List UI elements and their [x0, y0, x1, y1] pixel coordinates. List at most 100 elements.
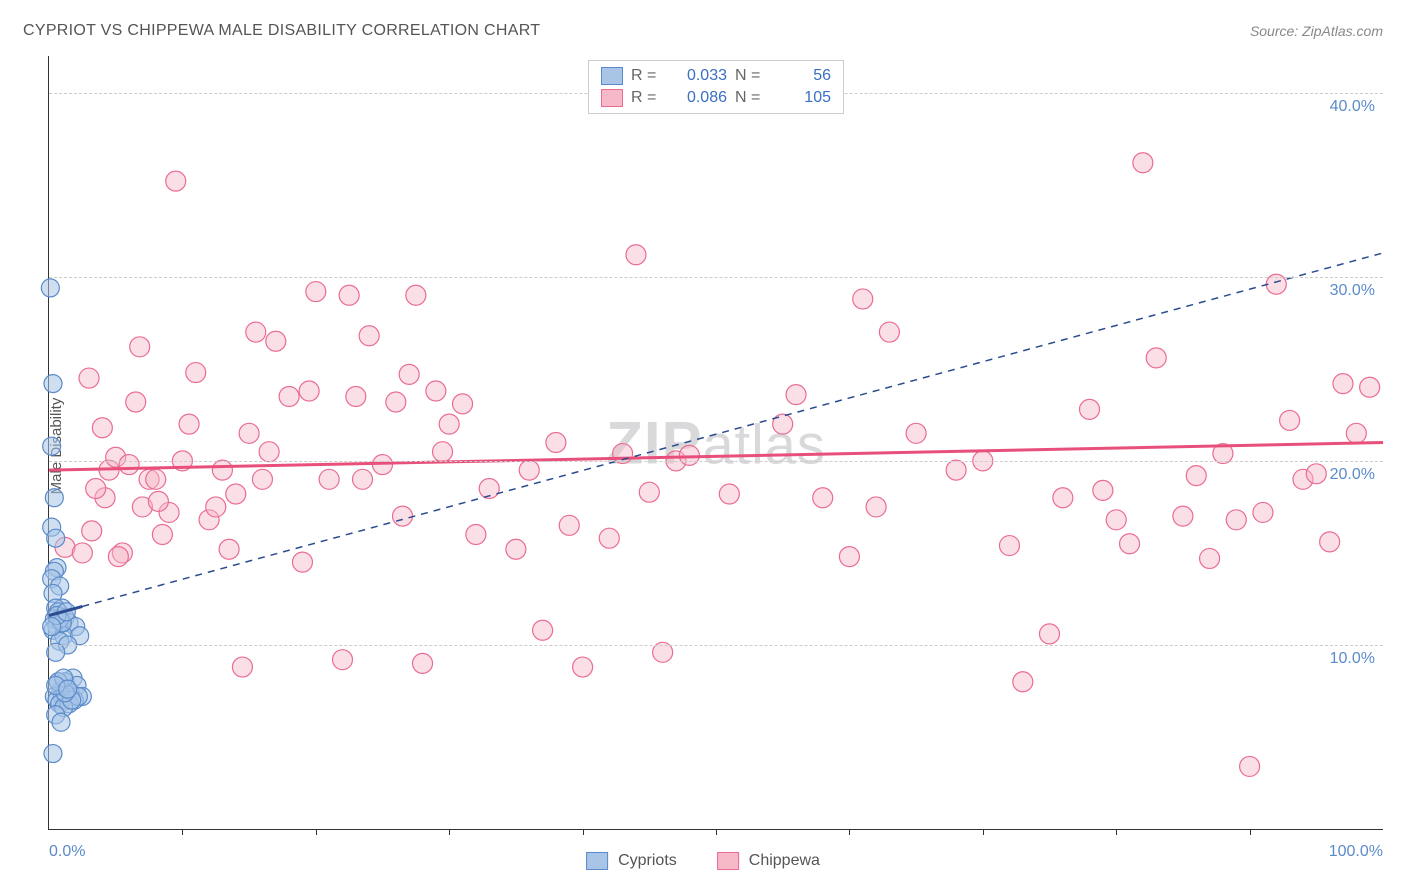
data-point	[1360, 377, 1380, 397]
data-point	[853, 289, 873, 309]
data-point	[44, 375, 62, 393]
y-tick-label: 30.0%	[1330, 282, 1375, 300]
data-point	[439, 414, 459, 434]
data-point	[533, 620, 553, 640]
data-point	[719, 484, 739, 504]
data-point	[130, 337, 150, 357]
data-point	[1146, 348, 1166, 368]
data-point	[406, 285, 426, 305]
data-point	[359, 326, 379, 346]
data-point	[413, 653, 433, 673]
data-point	[1226, 510, 1246, 530]
data-point	[226, 484, 246, 504]
data-point	[119, 455, 139, 475]
swatch-cypriots	[601, 67, 623, 85]
data-point	[126, 392, 146, 412]
data-point	[1346, 423, 1366, 443]
data-point	[246, 322, 266, 342]
data-point	[946, 460, 966, 480]
data-point	[393, 506, 413, 526]
data-point	[346, 386, 366, 406]
data-point	[1173, 506, 1193, 526]
data-point	[52, 713, 70, 731]
data-point	[879, 322, 899, 342]
data-point	[206, 497, 226, 517]
data-point	[599, 528, 619, 548]
data-point	[279, 386, 299, 406]
swatch-chippewa	[601, 89, 623, 107]
data-point	[1053, 488, 1073, 508]
data-point	[148, 491, 168, 511]
data-point	[319, 469, 339, 489]
data-point	[41, 279, 59, 297]
data-point	[546, 433, 566, 453]
plot-area: ZIPatlas R = 0.033 N = 56 R = 0.086 N = …	[48, 56, 1383, 830]
data-point	[559, 515, 579, 535]
data-point	[219, 539, 239, 559]
trend-line-chippewa	[49, 443, 1383, 471]
legend-row-cypriots: R = 0.033 N = 56	[601, 65, 831, 87]
data-point	[252, 469, 272, 489]
data-point	[1186, 466, 1206, 486]
data-point	[259, 442, 279, 462]
data-point	[108, 547, 128, 567]
data-point	[306, 282, 326, 302]
trend-line-cypriots-dashed	[82, 253, 1383, 607]
data-point	[466, 525, 486, 545]
data-point	[1080, 399, 1100, 419]
data-point	[43, 618, 61, 636]
data-point	[813, 488, 833, 508]
data-point	[506, 539, 526, 559]
data-point	[92, 418, 112, 438]
data-point	[86, 479, 106, 499]
data-point	[999, 536, 1019, 556]
data-point	[179, 414, 199, 434]
data-point	[1093, 480, 1113, 500]
data-point	[1333, 374, 1353, 394]
data-point	[1200, 548, 1220, 568]
data-point	[773, 414, 793, 434]
data-point	[166, 171, 186, 191]
data-point	[239, 423, 259, 443]
correlation-legend: R = 0.033 N = 56 R = 0.086 N = 105	[588, 60, 844, 114]
swatch-chippewa-icon	[717, 852, 739, 870]
data-point	[1040, 624, 1060, 644]
legend-item-chippewa: Chippewa	[717, 852, 820, 870]
data-point	[453, 394, 473, 414]
data-point	[43, 437, 61, 455]
data-point	[232, 657, 252, 677]
y-tick-label: 40.0%	[1330, 98, 1375, 116]
data-point	[626, 245, 646, 265]
data-point	[866, 497, 886, 517]
plot-svg	[49, 56, 1383, 829]
data-point	[186, 363, 206, 383]
data-point	[1120, 534, 1140, 554]
data-point	[47, 643, 65, 661]
data-point	[339, 285, 359, 305]
data-point	[299, 381, 319, 401]
data-point	[386, 392, 406, 412]
data-point	[47, 529, 65, 547]
data-point	[1320, 532, 1340, 552]
swatch-cypriots-icon	[586, 852, 608, 870]
data-point	[1306, 464, 1326, 484]
data-point	[573, 657, 593, 677]
data-point	[72, 543, 92, 563]
data-point	[292, 552, 312, 572]
data-point	[786, 385, 806, 405]
data-point	[79, 368, 99, 388]
data-point	[59, 680, 77, 698]
data-point	[45, 489, 63, 507]
data-point	[1133, 153, 1153, 173]
legend-item-cypriots: Cypriots	[586, 852, 677, 870]
y-tick-label: 10.0%	[1330, 650, 1375, 668]
data-point	[1106, 510, 1126, 530]
legend-row-chippewa: R = 0.086 N = 105	[601, 87, 831, 109]
data-point	[519, 460, 539, 480]
source-label: Source: ZipAtlas.com	[1250, 23, 1383, 39]
data-point	[399, 364, 419, 384]
data-point	[1240, 756, 1260, 776]
data-point	[332, 650, 352, 670]
data-point	[212, 460, 232, 480]
data-point	[1280, 410, 1300, 430]
